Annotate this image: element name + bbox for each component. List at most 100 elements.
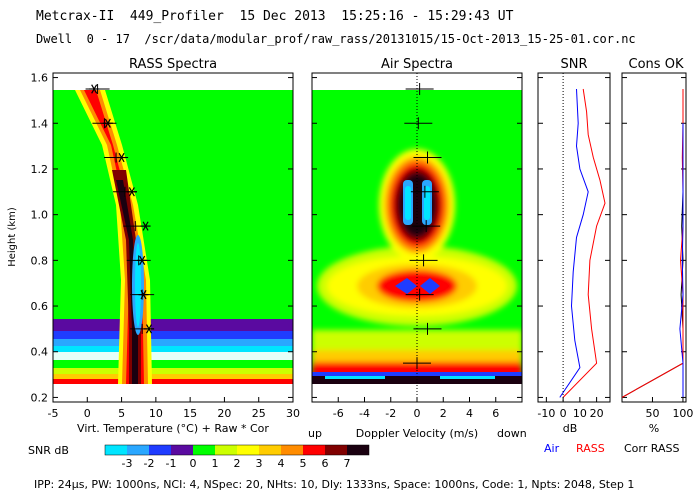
x-axes: -5 0 5 10 15 20 25 30 -6 -4 -2 0 2 4 6 -10 0 10 20 50 100 [48,73,693,420]
rass-cor-marker [102,118,113,128]
colorbar-swatch [193,445,215,455]
rass-cor-marker [138,289,149,300]
y-tick-label: 1.0 [31,209,49,222]
legend-corr-rass: Corr RASS [624,442,679,455]
colorbar-swatch [127,445,149,455]
air-title: Air Spectra [381,57,453,72]
cons-lines [621,89,684,398]
x-tick-label: -6 [333,407,344,420]
y-axis-label: Height (km) [7,207,18,267]
x-tick-label: -4 [359,407,370,420]
colorbar-tick-label: 5 [300,457,307,470]
x-tick-label: 10 [149,407,163,420]
colorbar-tick-label: 0 [190,457,197,470]
colorbar-swatch [237,445,259,455]
figure-subtitle: Dwell 0 - 17 /scr/data/modular_prof/raw_… [36,32,636,46]
colorbar-swatch [215,445,237,455]
colorbar-tick-label: 6 [322,457,329,470]
cons-line-rass [621,89,684,398]
rass-panel-frame [52,72,294,403]
air-velocity-marker [404,117,433,130]
rass-cor-marker [144,324,154,334]
colorbar-tick-label: 7 [344,457,351,470]
snr-colorbar: -3 -2 -1 0 1 2 3 4 5 6 7 [104,444,370,470]
cons-title: Cons OK [629,57,684,72]
snr-x-label: dB [563,422,578,435]
cons-line-air [679,123,684,398]
snr-line-rass [562,88,606,398]
rass-cor-marker [140,221,151,231]
y-tick-label: 0.6 [31,300,49,313]
x-tick-label: -10 [537,407,555,420]
y-tick-label: 0.2 [31,391,49,404]
y-tick-label: 1.6 [31,72,49,85]
colorbar-tick-label: -1 [166,457,177,470]
x-tick-label: 0 [560,407,567,420]
x-tick-label: -2 [385,407,396,420]
snr-panel-frame [537,72,611,403]
colorbar-label: SNR dB [28,444,69,457]
x-tick-label: 20 [217,407,231,420]
colorbar-tick-label: -2 [144,457,155,470]
rass-spectra-field [53,90,293,384]
colorbar-tick-label: 2 [234,457,241,470]
snr-line-air [559,88,589,398]
colorbar-tick-label: 3 [256,457,263,470]
air-velocity-marker [410,185,439,198]
y-tick-label: 0.8 [31,254,49,267]
footer-params: IPP: 24µs, PW: 1000ns, NCI: 4, NSpec: 20… [34,478,634,491]
air-velocity-marker [405,288,434,301]
x-tick-label: 15 [183,407,197,420]
colorbar-swatch [303,445,325,455]
colorbar-tick-label: -3 [122,457,133,470]
rass-cor-marker [126,187,137,197]
colorbar-swatch [105,445,127,455]
cons-line-corr [621,89,684,398]
rass-cor-marker [137,255,148,265]
x-tick-label: 4 [466,407,473,420]
x-tick-label: 20 [590,407,604,420]
x-tick-label: 6 [492,407,499,420]
figure-title: Metcrax-II 449_Profiler 15 Dec 2013 15:2… [36,9,514,24]
x-tick-label: 100 [672,407,693,420]
y-tick-label: 0.4 [31,346,49,359]
air-velocity-marker [409,254,438,267]
colorbar-swatch [171,445,193,455]
air-x-label: Doppler Velocity (m/s) [356,427,478,440]
x-tick-label: 0 [414,407,421,420]
cons-panel-frame [621,72,687,403]
cons-x-label: % [649,422,659,435]
height-axis: 0.2 0.4 0.6 0.8 1.0 1.2 1.4 1.6 [31,72,686,404]
air-spectra-field [312,90,522,384]
air-up-note: up [308,427,322,440]
legend-air: Air [544,442,560,455]
rass-cor-marker [116,152,127,163]
x-tick-label: 2 [440,407,447,420]
air-velocity-marker [405,82,434,95]
snr-lines [559,88,606,398]
snr-title: SNR [560,57,587,72]
rass-marks [85,83,155,334]
colorbar-swatch [149,445,171,455]
air-velocity-marker [413,151,442,164]
colorbar-swatch [281,445,303,455]
colorbar-swatch [259,445,281,455]
x-tick-label: 25 [252,407,266,420]
air-marks [403,82,442,370]
colorbar-swatch [347,445,369,455]
air-down-note: down [497,427,527,440]
y-tick-label: 1.4 [31,117,49,130]
x-tick-label: 10 [573,407,587,420]
y-tick-label: 1.2 [31,163,49,176]
colorbar-tick-label: 1 [212,457,219,470]
colorbar-swatch [325,445,347,455]
x-tick-label: 50 [645,407,659,420]
x-tick-label: 30 [286,407,300,420]
rass-x-label: Virt. Temperature (°C) + Raw * Cor [77,422,269,435]
colorbar-tick-label: 4 [278,457,285,470]
x-tick-label: -5 [48,407,59,420]
x-tick-label: 5 [118,407,125,420]
air-velocity-marker [413,322,442,335]
x-tick-label: 0 [84,407,91,420]
